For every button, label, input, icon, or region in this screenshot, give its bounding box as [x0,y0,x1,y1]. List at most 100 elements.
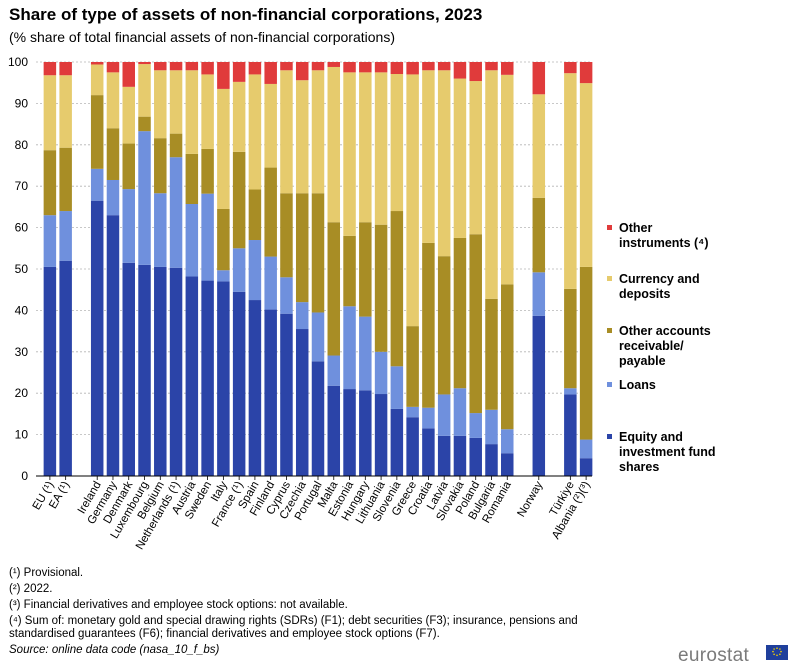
legend-swatch [607,225,612,230]
bar-segment [106,215,120,476]
bar-segment [453,435,467,476]
bar-segment [579,439,593,459]
bar-segment [248,240,262,301]
bars [43,62,593,476]
bar-segment [359,62,372,73]
legend-label: receivable/ [619,339,684,353]
bar-segment [169,62,183,71]
bar-segment [469,234,482,414]
bar-segment [232,81,246,152]
bar-segment [311,70,325,194]
bar-segment [169,157,183,268]
legend-label: deposits [619,287,670,301]
legend-swatch [607,276,612,281]
bar-segment [43,150,57,216]
bar-segment [295,329,309,476]
bar-segment [295,80,309,194]
bar-segment [343,62,356,73]
bar-segment [138,62,151,65]
bar-segment [201,62,214,75]
bar-segment [532,315,546,476]
bar-segment [90,168,104,201]
bar-segment [564,288,577,389]
bar-segment [327,62,341,67]
bar-segment [122,262,135,476]
bar-segment [453,237,467,389]
bar-segment [406,326,419,407]
bar-segment [374,351,388,395]
legend-label: Loans [619,378,656,392]
bar-segment [280,193,293,278]
bar-segment [501,453,514,476]
bar-segment [532,62,546,95]
y-tick-label: 90 [15,96,29,110]
bar-segment [122,143,135,190]
bar-segment [437,394,451,436]
bar-segment [232,248,246,292]
bar-segment [311,361,325,476]
bar-segment [343,235,356,307]
bar-segment [327,355,341,386]
bar-segment [327,66,341,223]
bar-segment [532,197,546,273]
bar-segment [90,95,104,169]
bar-segment [217,281,230,476]
bar-segment [154,62,167,71]
bar-segment [154,70,167,139]
eurostat-logo[interactable]: eurostat [678,645,750,666]
y-tick-label: 60 [15,221,29,235]
bar-segment [501,429,514,454]
bar-segment [232,62,246,82]
bar-segment [311,193,325,313]
bar-segment [422,242,435,408]
bar-segment [138,131,151,265]
bar-segment [564,394,577,476]
bar-segment [343,72,356,236]
bar-segment [169,267,183,476]
legend-label: investment fund [619,445,716,459]
y-tick-label: 10 [15,428,29,442]
bar-segment [295,62,309,81]
bar-segment [138,116,151,132]
bar-segment [280,277,293,314]
bar-segment [579,458,593,476]
bar-segment [59,260,72,476]
bar-segment [390,74,404,212]
bar-segment [532,94,546,198]
bar-segment [485,62,498,71]
bar-segment [437,62,451,71]
bar-segment [43,215,57,267]
source-note: Source: online data code (nasa_10_f_bs) [9,644,220,656]
bar-segment [43,75,57,151]
bar-segment [201,74,214,149]
bar-segment [122,86,135,144]
bar-segment [106,62,120,73]
bar-segment [406,406,419,418]
bar-segment [264,309,277,476]
bar-segment [422,62,435,71]
bar-segment [390,366,404,409]
bar-segment [138,64,151,117]
bar-segment [185,153,199,205]
bar-segment [422,428,435,476]
x-axis: EU (¹)EA (¹) IrelandGermanyDenmarkLuxembo… [31,475,593,552]
legend-swatch [607,434,612,439]
bar-segment [217,208,230,271]
bar-segment [406,74,419,327]
legend-label: shares [619,460,659,474]
bar-segment [579,266,593,440]
bar-segment [453,388,467,436]
bar-segment [90,200,104,476]
bar-segment [106,179,120,216]
y-tick-label: 30 [15,345,29,359]
x-tick-label: Norway [516,479,546,519]
bar-segment [564,62,577,74]
bar-segment [201,148,214,194]
bar-segment [437,70,451,257]
bar-segment [264,62,277,84]
bar-segment [579,62,593,84]
bar-segment [43,266,57,476]
legend-label: instruments (⁴) [619,236,709,250]
bar-segment [185,70,199,154]
bar-segment [232,151,246,249]
